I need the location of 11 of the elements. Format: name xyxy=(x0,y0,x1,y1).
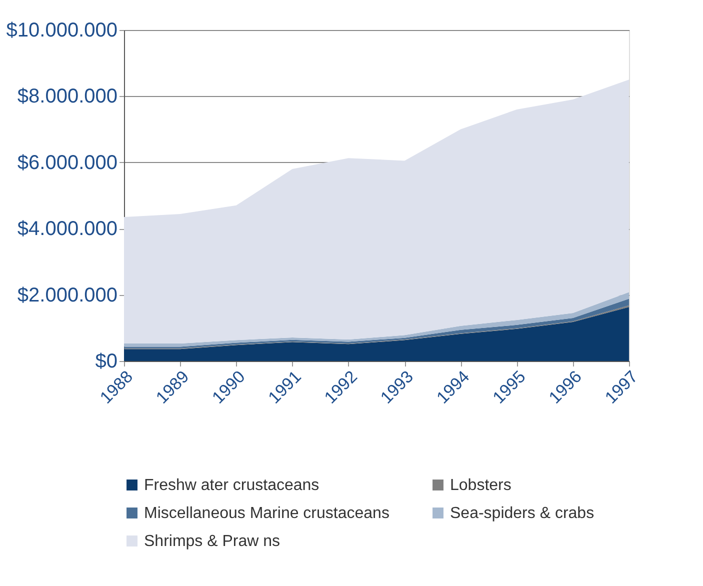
y-tick-label: $0 xyxy=(95,350,118,372)
legend-label: Miscellaneous Marine crustaceans xyxy=(144,505,390,522)
y-tick-label: $6.000.000 xyxy=(17,152,118,174)
legend-label: Shrimps & Praw ns xyxy=(144,533,280,550)
y-tick-label: $10.000.000 xyxy=(6,20,118,42)
legend-label: Sea-spiders & crabs xyxy=(450,505,594,522)
legend-label: Freshw ater crustaceans xyxy=(144,477,320,494)
y-tick-label: $4.000.000 xyxy=(17,218,118,240)
legend-label: Lobsters xyxy=(450,477,512,494)
y-tick-label: $8.000.000 xyxy=(17,86,118,108)
y-tick-label: $2.000.000 xyxy=(17,284,118,306)
